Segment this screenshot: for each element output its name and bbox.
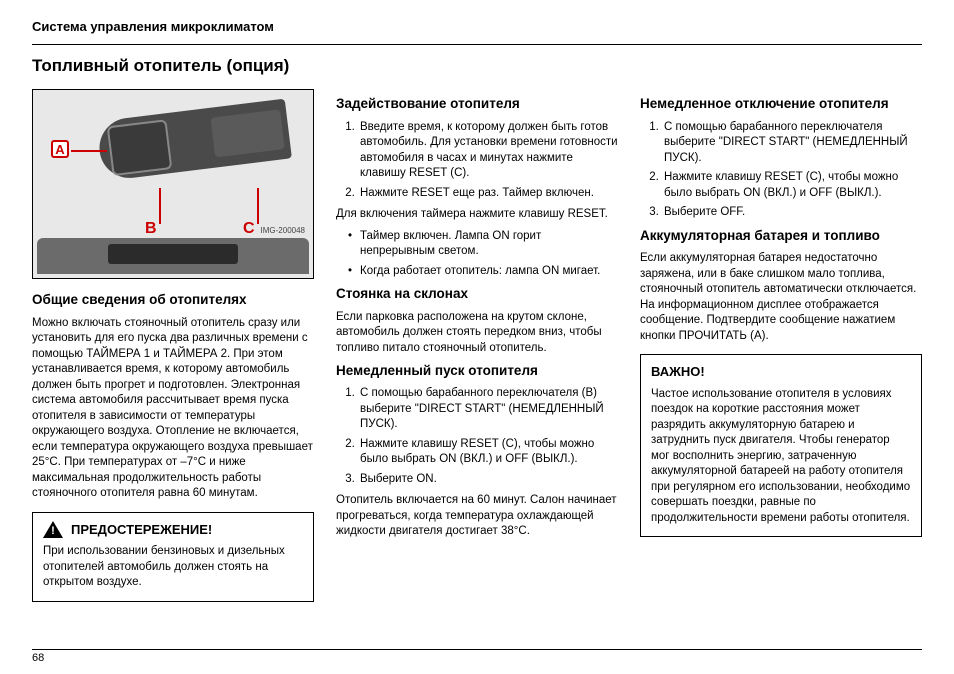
paragraph-slopes: Если парковка расположена на крутом скло… (336, 310, 618, 357)
list-activate: Введите время, к которому должен быть го… (336, 120, 618, 202)
dashboard-graphic (37, 238, 309, 274)
list-item: Таймер включен. Лампа ON горит непрерывн… (348, 229, 618, 260)
important-title: ВАЖНО! (651, 363, 911, 381)
leader-line-a (71, 150, 107, 152)
list-item: С помощью барабанного переключателя выбе… (662, 120, 922, 167)
list-timer-status: Таймер включен. Лампа ON горит непрерывн… (336, 229, 618, 280)
marker-c: C (243, 218, 255, 240)
figure-heater-control: A B C IMG-200048 (32, 89, 314, 279)
warning-icon (43, 521, 63, 538)
list-item: Нажмите клавишу RESET (C), чтобы можно б… (358, 437, 618, 468)
paragraph-general: Можно включать стояночный отопитель сраз… (32, 316, 314, 502)
list-item: Нажмите RESET еще раз. Таймер включен. (358, 186, 618, 202)
heading-general: Общие сведения об отопителях (32, 291, 314, 309)
figure-upper: A (39, 96, 307, 206)
header-rule (32, 44, 922, 45)
footer-rule (32, 649, 922, 650)
leader-line-c (257, 188, 259, 224)
marker-b: B (145, 218, 157, 240)
list-item: Введите время, к которому должен быть го… (358, 120, 618, 182)
important-body: Частое использование отопителя в условия… (651, 387, 911, 527)
heading-slopes: Стоянка на склонах (336, 285, 618, 303)
list-direct-stop: С помощью барабанного переключателя выбе… (640, 120, 922, 221)
list-item: Выберите OFF. (662, 205, 922, 221)
list-item: Когда работает отопитель: лампа ON мигае… (348, 264, 618, 280)
page-title: Топливный отопитель (опция) (32, 55, 922, 78)
warning-box: ПРЕДОСТЕРЕЖЕНИЕ! При использовании бензи… (32, 512, 314, 602)
heading-activate: Задействование отопителя (336, 95, 618, 113)
important-box: ВАЖНО! Частое использование отопителя в … (640, 354, 922, 537)
list-item: Выберите ON. (358, 472, 618, 488)
paragraph-reset: Для включения таймера нажмите клавишу RE… (336, 207, 618, 223)
control-lever-graphic (96, 99, 292, 182)
list-item: Нажмите клавишу RESET (C), чтобы можно б… (662, 170, 922, 201)
column-1: A B C IMG-200048 Общие сведения об отопи… (32, 89, 314, 602)
image-id: IMG-200048 (261, 226, 305, 237)
marker-a: A (51, 140, 69, 158)
section-header: Система управления микроклиматом (32, 18, 922, 36)
leader-line-b (159, 188, 161, 224)
warning-title: ПРЕДОСТЕРЕЖЕНИЕ! (71, 521, 212, 539)
paragraph-battery-fuel: Если аккумуляторная батарея недостаточно… (640, 251, 922, 344)
heading-direct-start: Немедленный пуск отопителя (336, 362, 618, 380)
warning-body: При использовании бензиновых и дизельных… (43, 544, 303, 591)
column-3: Немедленное отключение отопителя С помощ… (640, 89, 922, 602)
heading-direct-stop: Немедленное отключение отопителя (640, 95, 922, 113)
column-2: Задействование отопителя Введите время, … (336, 89, 618, 602)
list-direct-start: С помощью барабанного переключателя (B) … (336, 386, 618, 487)
columns: A B C IMG-200048 Общие сведения об отопи… (32, 89, 922, 602)
heading-battery-fuel: Аккумуляторная батарея и топливо (640, 227, 922, 245)
paragraph-direct-start: Отопитель включается на 60 минут. Салон … (336, 493, 618, 540)
page-number: 68 (32, 651, 44, 666)
warning-title-row: ПРЕДОСТЕРЕЖЕНИЕ! (43, 521, 303, 539)
list-item: С помощью барабанного переключателя (B) … (358, 386, 618, 433)
